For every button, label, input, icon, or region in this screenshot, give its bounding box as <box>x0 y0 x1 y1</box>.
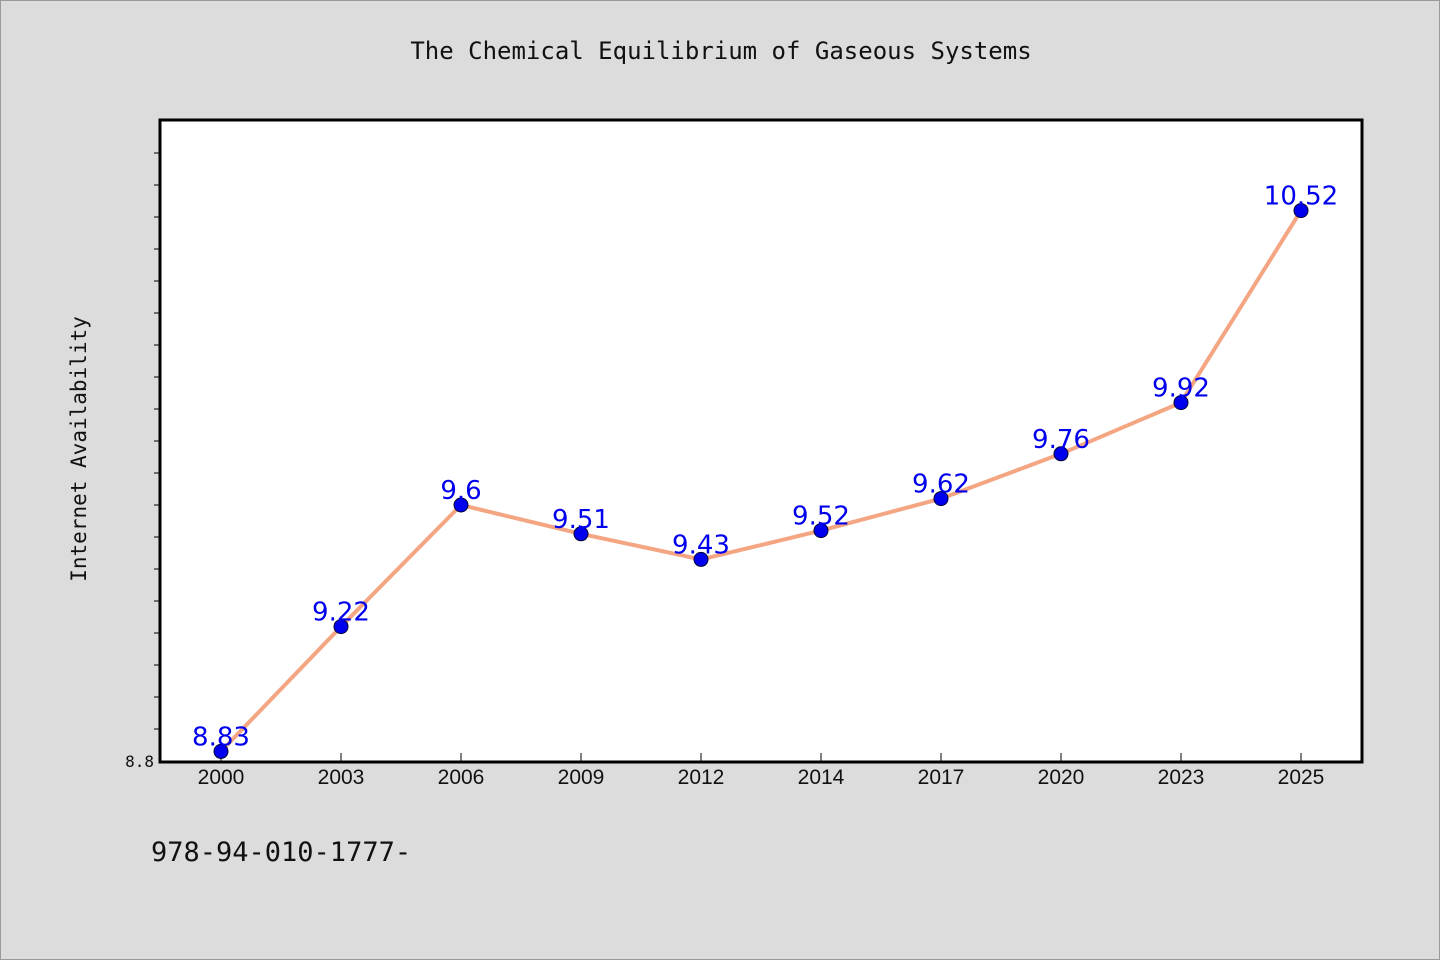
chart-title: The Chemical Equilibrium of Gaseous Syst… <box>410 37 1032 65</box>
data-point <box>213 743 229 759</box>
data-label: 9.52 <box>792 502 850 532</box>
series-line <box>219 208 1303 754</box>
data-label: 9.43 <box>672 530 730 560</box>
data-point <box>933 491 949 507</box>
data-points <box>213 203 1309 759</box>
plot-area <box>158 118 1364 764</box>
data-label: 9.51 <box>552 505 610 535</box>
x-tick-label: 2012 <box>678 766 725 789</box>
x-tick-label: 2017 <box>918 766 965 789</box>
x-tick-label: 2014 <box>798 766 845 789</box>
data-label: 9.76 <box>1032 425 1090 455</box>
data-labels: 8.83 9.22 9.6 9.51 9.43 9.52 9.62 9.76 9.92 10.52 <box>192 182 1338 753</box>
x-tick-label: 2025 <box>1278 766 1325 789</box>
x-tick-label: 2006 <box>438 766 485 789</box>
data-point <box>1293 203 1309 219</box>
y-axis-ticks: 8.8 <box>125 152 161 771</box>
data-point <box>1173 395 1189 411</box>
x-tick-label: 2009 <box>558 766 605 789</box>
data-label: 9.22 <box>312 598 370 628</box>
x-tick-label: 2020 <box>1038 766 1085 789</box>
x-tick-label: 2000 <box>198 766 245 789</box>
data-point <box>453 497 469 513</box>
data-label: 9.62 <box>912 470 970 500</box>
footer-code: 978-94-010-1777- <box>151 837 412 868</box>
data-point <box>333 619 349 635</box>
data-point <box>573 526 589 542</box>
data-label: 10.52 <box>1264 182 1338 212</box>
data-point <box>1053 446 1069 462</box>
data-point <box>693 551 709 567</box>
data-label: 9.6 <box>440 476 481 506</box>
data-label: 8.83 <box>192 722 250 752</box>
series-line-group <box>219 208 1303 754</box>
data-point <box>813 523 829 539</box>
y-tick-label: 8.8 <box>125 752 154 771</box>
data-label: 9.92 <box>1152 374 1210 404</box>
x-tick-label: 2023 <box>1158 766 1205 789</box>
x-tick-label: 2003 <box>318 766 365 789</box>
